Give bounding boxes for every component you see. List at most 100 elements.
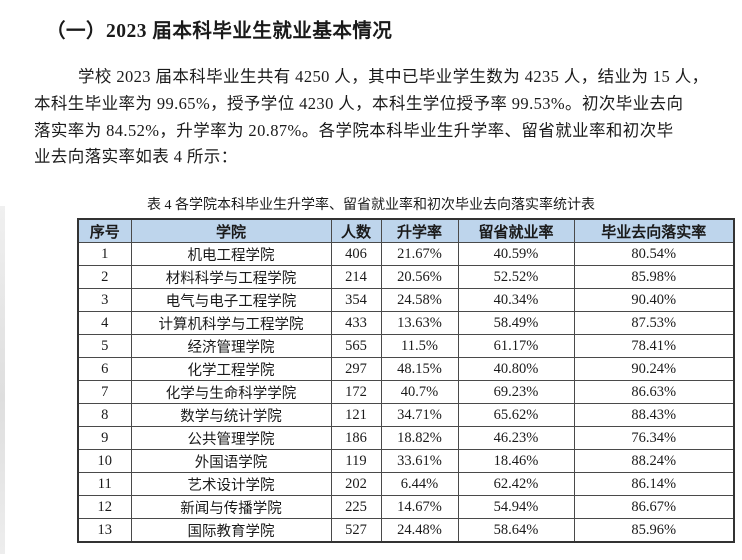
table-cell: 88.43% bbox=[573, 403, 735, 427]
table-cell: 9 bbox=[77, 426, 132, 450]
table-cell: 214 bbox=[330, 265, 382, 289]
stats-table-header: 序号 学院 人数 升学率 留省就业率 毕业去向落实率 bbox=[77, 218, 735, 243]
table-row: 5 经济管理学院 565 11.5% 61.17% 78.41% bbox=[77, 334, 735, 358]
table-cell: 18.46% bbox=[457, 449, 575, 473]
table-cell: 12 bbox=[77, 495, 132, 519]
table-row: 13 国际教育学院 527 24.48% 58.64% 85.96% bbox=[77, 518, 735, 543]
table-cell: 艺术设计学院 bbox=[130, 472, 332, 496]
table-cell: 297 bbox=[330, 357, 382, 381]
table-cell: 化学工程学院 bbox=[130, 357, 332, 381]
table-cell: 1 bbox=[77, 242, 132, 266]
table-cell: 40.7% bbox=[380, 380, 459, 404]
table-row: 12 新闻与传播学院 225 14.67% 54.94% 86.67% bbox=[77, 495, 735, 519]
table-cell: 14.67% bbox=[380, 495, 459, 519]
table-cell: 172 bbox=[330, 380, 382, 404]
table-cell: 40.34% bbox=[457, 288, 575, 312]
table-cell: 新闻与传播学院 bbox=[130, 495, 332, 519]
table-cell: 565 bbox=[330, 334, 382, 358]
table-cell: 4 bbox=[77, 311, 132, 335]
table-cell: 86.14% bbox=[573, 472, 735, 496]
column-header-count: 人数 bbox=[330, 218, 382, 243]
table-row: 1 机电工程学院 406 21.67% 40.59% 80.54% bbox=[77, 242, 735, 266]
table-row: 9 公共管理学院 186 18.82% 46.23% 76.34% bbox=[77, 426, 735, 450]
table-cell: 65.62% bbox=[457, 403, 575, 427]
table-row: 8 数学与统计学院 121 34.71% 65.62% 88.43% bbox=[77, 403, 735, 427]
column-header-advancement-rate: 升学率 bbox=[380, 218, 459, 243]
table-cell: 33.61% bbox=[380, 449, 459, 473]
table-cell: 88.24% bbox=[573, 449, 735, 473]
column-header-index: 序号 bbox=[77, 218, 132, 243]
table-cell: 85.98% bbox=[573, 265, 735, 289]
table-cell: 6.44% bbox=[380, 472, 459, 496]
table-cell: 21.67% bbox=[380, 242, 459, 266]
table-row: 3 电气与电子工程学院 354 24.58% 40.34% 90.40% bbox=[77, 288, 735, 312]
table-cell: 化学与生命科学学院 bbox=[130, 380, 332, 404]
table-cell: 527 bbox=[330, 518, 382, 543]
table-row: 2 材料科学与工程学院 214 20.56% 52.52% 85.98% bbox=[77, 265, 735, 289]
table-cell: 90.40% bbox=[573, 288, 735, 312]
table-cell: 119 bbox=[330, 449, 382, 473]
table-cell: 11.5% bbox=[380, 334, 459, 358]
table-cell: 69.23% bbox=[457, 380, 575, 404]
table-cell: 87.53% bbox=[573, 311, 735, 335]
table-cell: 78.41% bbox=[573, 334, 735, 358]
table-row: 6 化学工程学院 297 48.15% 40.80% 90.24% bbox=[77, 357, 735, 381]
table-cell: 76.34% bbox=[573, 426, 735, 450]
column-header-province-employment-rate: 留省就业率 bbox=[457, 218, 575, 243]
table-cell: 24.58% bbox=[380, 288, 459, 312]
body-paragraph: 学校 2023 届本科毕业生共有 4250 人，其中已毕业学生数为 4235 人… bbox=[34, 64, 736, 171]
table-cell: 计算机科学与工程学院 bbox=[130, 311, 332, 335]
table-cell: 7 bbox=[77, 380, 132, 404]
table-cell: 80.54% bbox=[573, 242, 735, 266]
table-row: 4 计算机科学与工程学院 433 13.63% 58.49% 87.53% bbox=[77, 311, 735, 335]
table-cell: 材料科学与工程学院 bbox=[130, 265, 332, 289]
table-cell: 18.82% bbox=[380, 426, 459, 450]
table-row: 11 艺术设计学院 202 6.44% 62.42% 86.14% bbox=[77, 472, 735, 496]
column-header-college: 学院 bbox=[130, 218, 332, 243]
table-cell: 34.71% bbox=[380, 403, 459, 427]
table-cell: 62.42% bbox=[457, 472, 575, 496]
table-cell: 5 bbox=[77, 334, 132, 358]
table-cell: 225 bbox=[330, 495, 382, 519]
table-cell: 3 bbox=[77, 288, 132, 312]
table-cell: 186 bbox=[330, 426, 382, 450]
table-cell: 13.63% bbox=[380, 311, 459, 335]
table-cell: 国际教育学院 bbox=[130, 518, 332, 543]
table-cell: 48.15% bbox=[380, 357, 459, 381]
table-cell: 433 bbox=[330, 311, 382, 335]
table-cell: 20.56% bbox=[380, 265, 459, 289]
table-cell: 202 bbox=[330, 472, 382, 496]
table-cell: 24.48% bbox=[380, 518, 459, 543]
table-cell: 90.24% bbox=[573, 357, 735, 381]
table-row: 10 外国语学院 119 33.61% 18.46% 88.24% bbox=[77, 449, 735, 473]
table-cell: 公共管理学院 bbox=[130, 426, 332, 450]
table-row: 7 化学与生命科学学院 172 40.7% 69.23% 86.63% bbox=[77, 380, 735, 404]
table-cell: 机电工程学院 bbox=[130, 242, 332, 266]
paragraph-line: 本科生毕业率为 99.65%，授予学位 4230 人，本科生学位授予率 99.5… bbox=[34, 93, 684, 113]
table-cell: 121 bbox=[330, 403, 382, 427]
paragraph-line: 业去向落实率如表 4 所示： bbox=[34, 147, 238, 167]
table-cell: 11 bbox=[77, 472, 132, 496]
table-cell: 86.67% bbox=[573, 495, 735, 519]
table-cell: 10 bbox=[77, 449, 132, 473]
column-header-placement-rate: 毕业去向落实率 bbox=[573, 218, 735, 243]
table-cell: 电气与电子工程学院 bbox=[130, 288, 332, 312]
table-cell: 354 bbox=[330, 288, 382, 312]
table-cell: 经济管理学院 bbox=[130, 334, 332, 358]
table-cell: 6 bbox=[77, 357, 132, 381]
table-caption: 表 4 各学院本科毕业生升学率、留省就业率和初次毕业去向落实率统计表 bbox=[147, 198, 595, 213]
table-cell: 8 bbox=[77, 403, 132, 427]
table-cell: 40.80% bbox=[457, 357, 575, 381]
table-cell: 2 bbox=[77, 265, 132, 289]
table-cell: 406 bbox=[330, 242, 382, 266]
paragraph-line: 落实率为 84.52%，升学率为 20.87%。各学院本科毕业生升学率、留省就业… bbox=[34, 120, 674, 140]
header-row: 序号 学院 人数 升学率 留省就业率 毕业去向落实率 bbox=[77, 218, 735, 243]
table-cell: 54.94% bbox=[457, 495, 575, 519]
table-cell: 13 bbox=[77, 518, 132, 543]
table-cell: 40.59% bbox=[457, 242, 575, 266]
stats-table-body: 1 机电工程学院 406 21.67% 40.59% 80.54% 2 材料科学与工程学院 21… bbox=[77, 242, 735, 543]
table-cell: 外国语学院 bbox=[130, 449, 332, 473]
paragraph-line: 学校 2023 届本科毕业生共有 4250 人，其中已毕业学生数为 4235 人… bbox=[78, 67, 709, 86]
table-cell: 46.23% bbox=[457, 426, 575, 450]
